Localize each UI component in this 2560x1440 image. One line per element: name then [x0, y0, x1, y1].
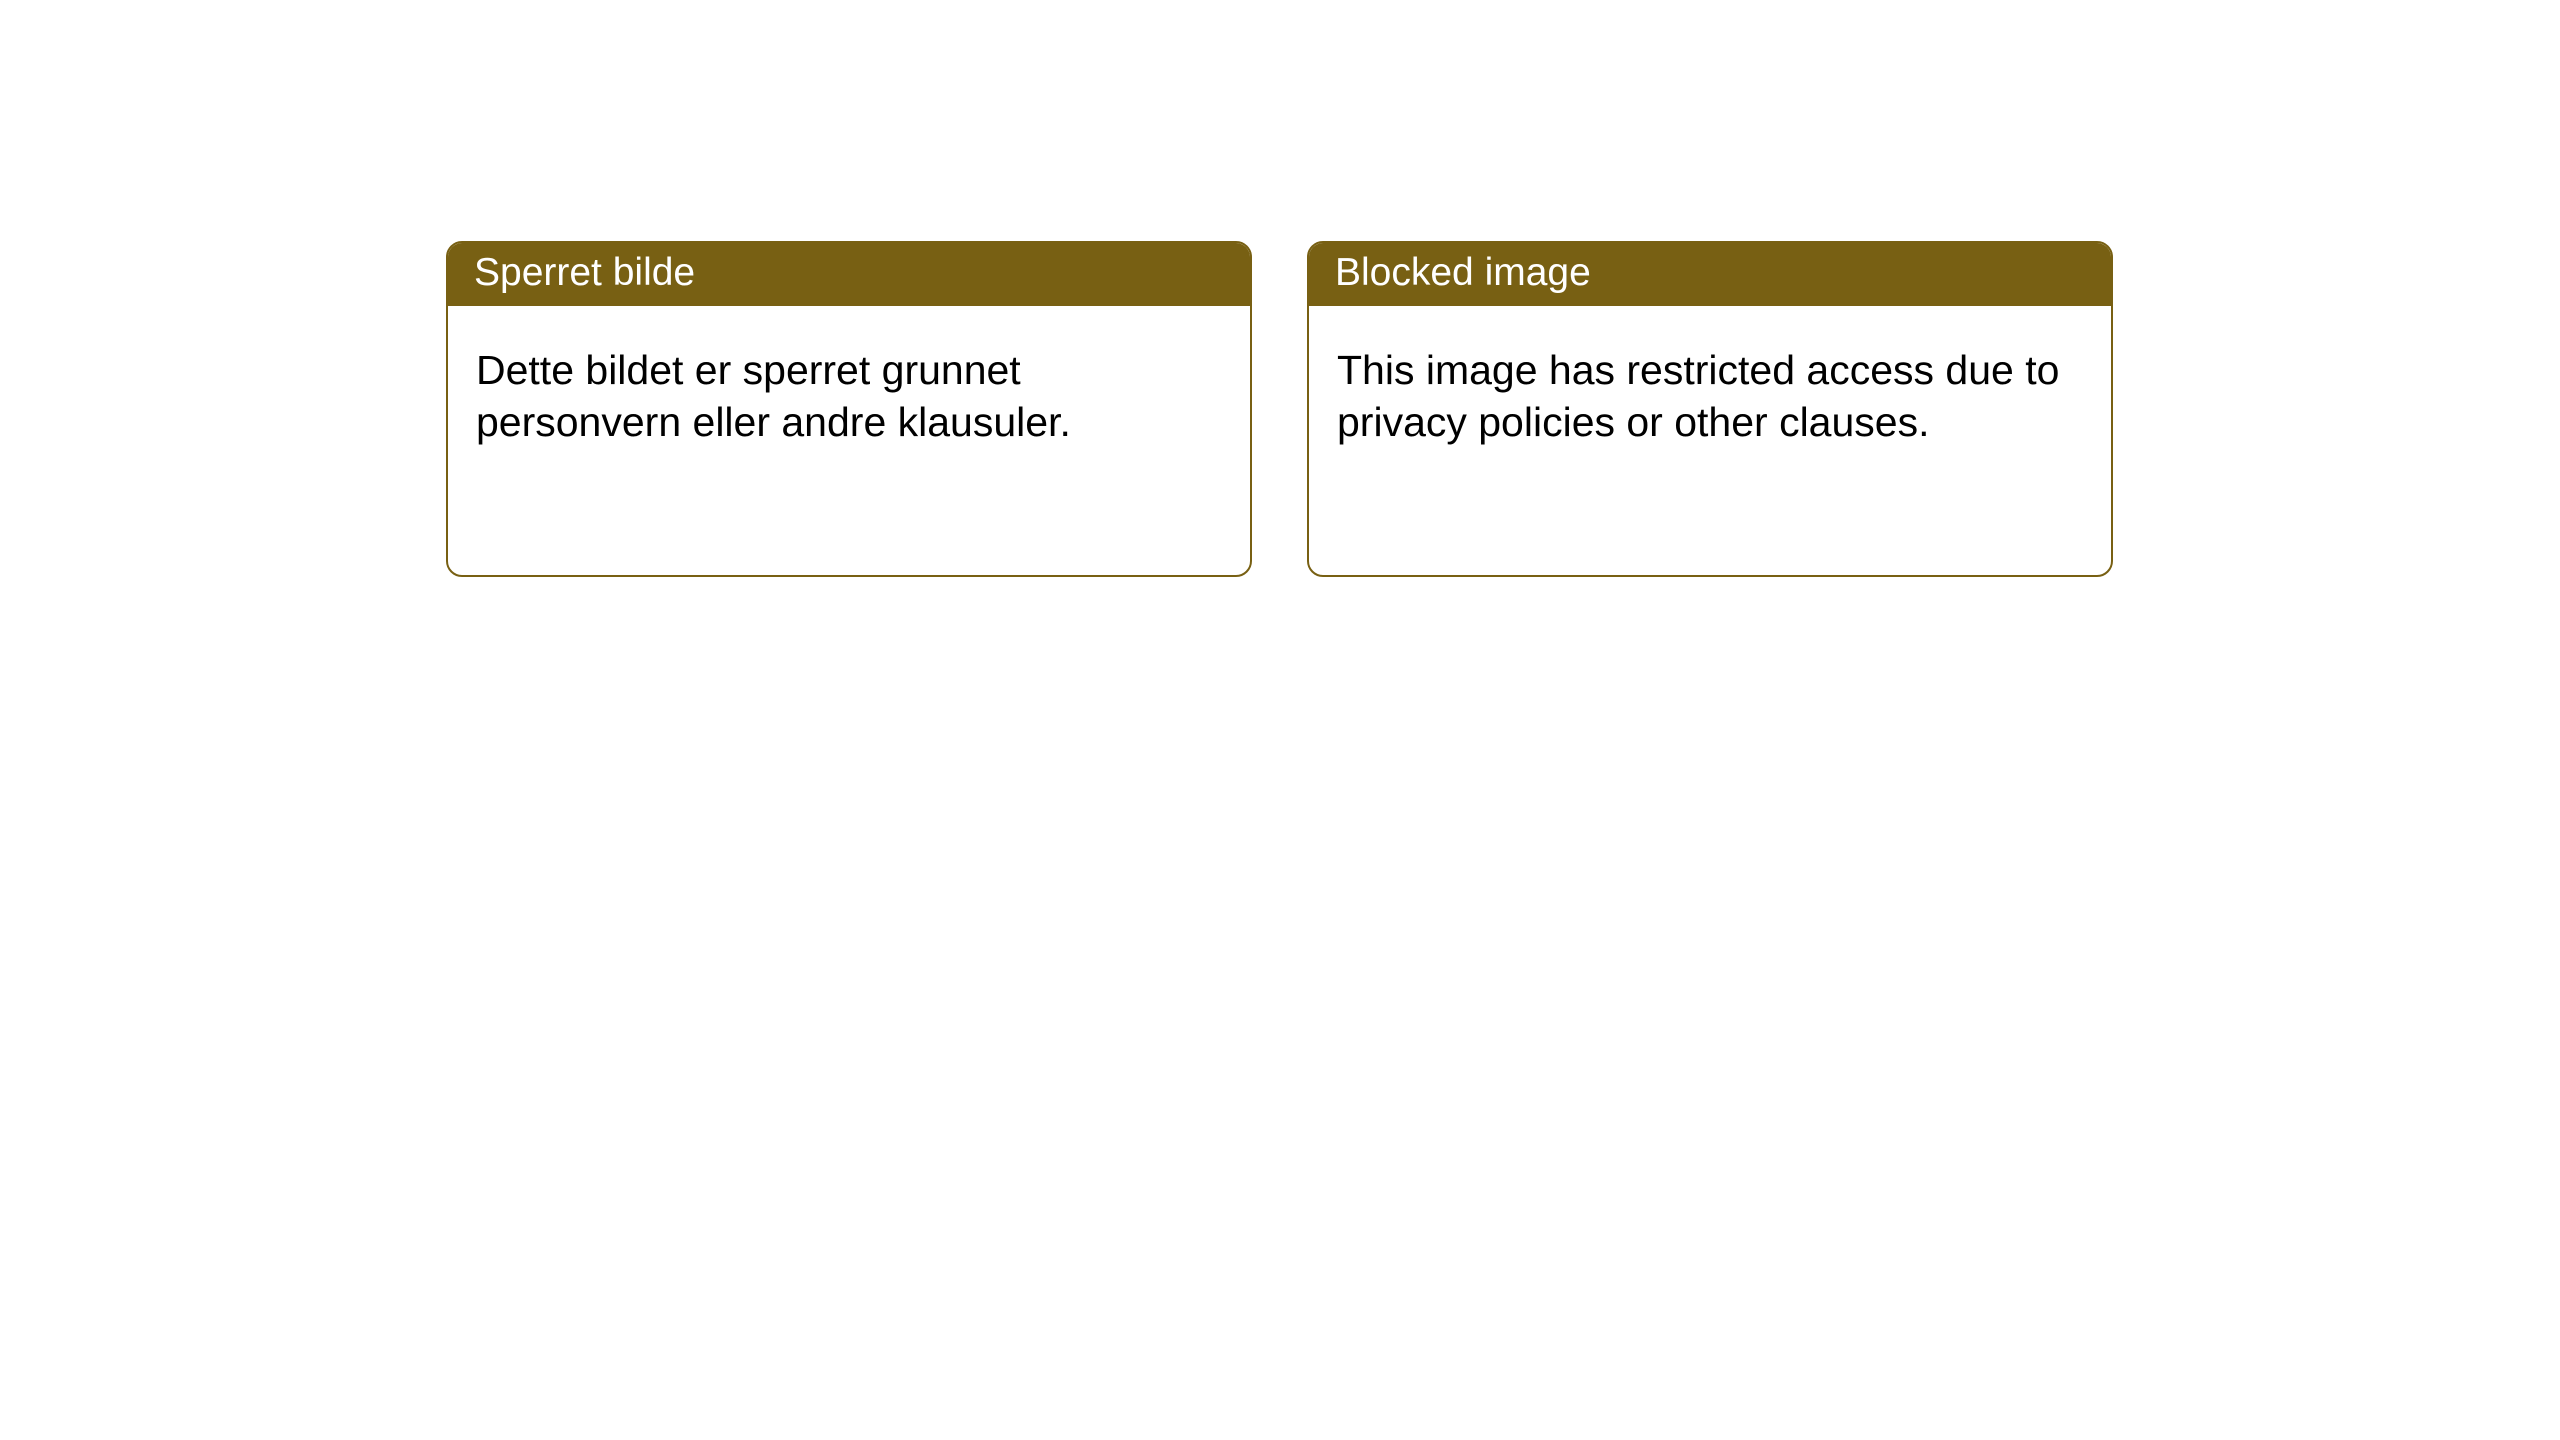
- card-header: Sperret bilde: [448, 243, 1250, 306]
- card-body-text: This image has restricted access due to …: [1337, 347, 2059, 445]
- blocked-image-card-en: Blocked image This image has restricted …: [1307, 241, 2113, 577]
- card-title: Blocked image: [1335, 251, 1591, 294]
- card-body: This image has restricted access due to …: [1309, 306, 2111, 477]
- cards-container: Sperret bilde Dette bildet er sperret gr…: [0, 0, 2560, 577]
- card-body: Dette bildet er sperret grunnet personve…: [448, 306, 1250, 477]
- card-header: Blocked image: [1309, 243, 2111, 306]
- card-title: Sperret bilde: [474, 251, 695, 294]
- blocked-image-card-no: Sperret bilde Dette bildet er sperret gr…: [446, 241, 1252, 577]
- card-body-text: Dette bildet er sperret grunnet personve…: [476, 347, 1071, 445]
